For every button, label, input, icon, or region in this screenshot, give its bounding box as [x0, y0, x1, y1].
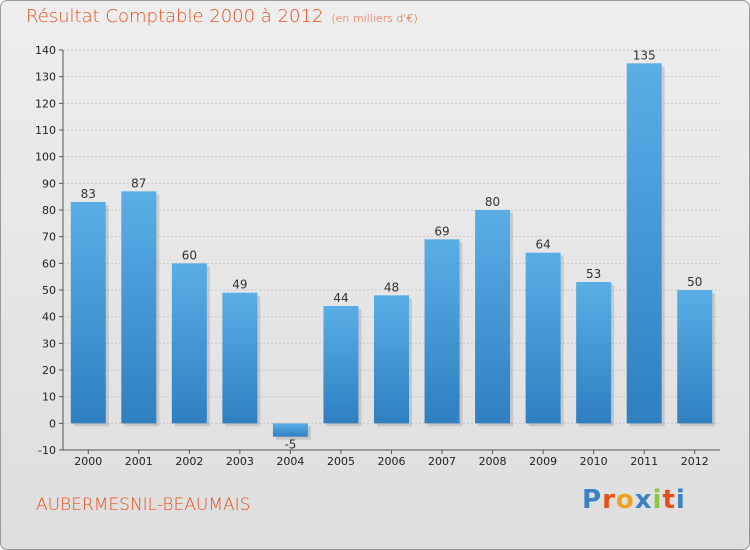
bar-2011	[626, 63, 662, 424]
value-label: 135	[633, 48, 656, 62]
logo-letter: x	[634, 485, 653, 515]
value-label: 64	[535, 238, 550, 252]
bar-2000	[70, 202, 106, 424]
x-tick-label: 2011	[630, 455, 658, 468]
y-tick-label: 80	[42, 204, 56, 217]
x-tick-label: 2004	[276, 455, 304, 468]
y-tick-label: 90	[42, 177, 56, 190]
bar-2001	[121, 191, 157, 424]
value-label: -5	[284, 438, 296, 452]
chart-title-text: Résultat Comptable 2000 à 2012	[26, 6, 324, 27]
x-tick-label: 2007	[428, 455, 456, 468]
logo-letter: o	[615, 485, 635, 515]
chart-title: Résultat Comptable 2000 à 2012 (en millie…	[26, 6, 418, 27]
commune-name: AUBERMESNIL-BEAUMAIS	[36, 495, 251, 515]
logo-letter: i	[652, 485, 663, 515]
y-tick-label: 110	[35, 124, 56, 137]
x-tick-label: 2001	[125, 455, 153, 468]
proxiti-logo[interactable]: Proxiti	[582, 485, 686, 515]
value-label: 83	[81, 187, 96, 201]
value-label: 60	[182, 248, 197, 262]
bar-2008	[475, 210, 511, 424]
y-tick-label: 60	[42, 257, 56, 270]
y-tick-label: 40	[42, 311, 56, 324]
bar-2007	[424, 239, 460, 424]
x-tick-label: 2002	[175, 455, 203, 468]
bar-2002	[171, 263, 207, 424]
bar-2004	[272, 423, 308, 437]
y-tick-label: 0	[49, 417, 56, 430]
y-tick-label: 20	[42, 364, 56, 377]
x-tick-label: 2010	[580, 455, 608, 468]
x-tick-label: 2009	[529, 455, 557, 468]
bar-2005	[323, 306, 359, 424]
bar-2009	[525, 252, 561, 424]
y-tick-label: 120	[35, 97, 56, 110]
value-label: 48	[384, 280, 399, 294]
value-label: 50	[687, 275, 702, 289]
y-tick-label: 70	[42, 231, 56, 244]
y-tick-label: 140	[35, 44, 56, 57]
x-tick-label: 2008	[479, 455, 507, 468]
logo-letter: P	[582, 485, 603, 515]
x-tick-label: 2003	[226, 455, 254, 468]
y-tick-label: 130	[35, 71, 56, 84]
chart-subtitle: (en milliers d'€)	[331, 12, 418, 25]
bar-2006	[374, 295, 409, 424]
value-labels: 83 87 60 49 -5 44 48 69 80 64 53 135 50	[81, 48, 703, 451]
value-label: 49	[232, 278, 247, 292]
bar-2010	[576, 282, 612, 424]
value-label: 80	[485, 195, 500, 209]
bars	[70, 63, 716, 440]
value-label: 44	[333, 291, 348, 305]
y-tick-label: 10	[42, 391, 56, 404]
value-label: 69	[434, 224, 449, 238]
logo-letter: i	[675, 485, 686, 515]
logo-letter: r	[602, 485, 616, 515]
x-tick-label: 2005	[327, 455, 355, 468]
y-tick-label: 100	[35, 151, 56, 164]
bar-2012	[677, 290, 713, 424]
value-label: 53	[586, 267, 601, 281]
x-tick-label: 2012	[681, 455, 709, 468]
x-tick-label: 2006	[378, 455, 406, 468]
x-tick-label: 2000	[74, 455, 102, 468]
logo-letter: t	[662, 485, 676, 515]
value-label: 87	[131, 176, 146, 190]
x-axis: 2000 2001 2002 2003 2004 2005 2006 2007 2008 2009…	[74, 450, 709, 468]
y-tick-label: 50	[42, 284, 56, 297]
y-tick-label: -10	[38, 444, 56, 457]
y-tick-label: 30	[42, 337, 56, 350]
bar-2003	[222, 292, 258, 424]
